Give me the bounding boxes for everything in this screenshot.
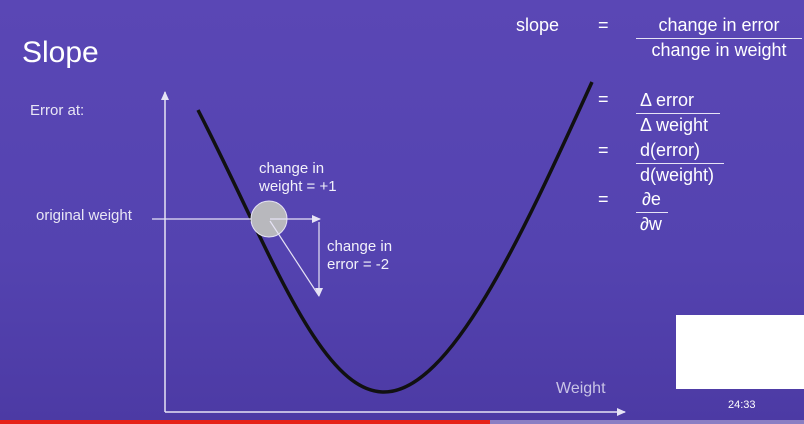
equals-sign: = [598,15,609,35]
numerator-d-error: d(error) [640,140,701,160]
fraction-bar [636,38,802,39]
denominator-d-weight: d(weight) [640,165,715,185]
annotation-line: change in [327,238,393,255]
preview-timestamp: 24:33 [728,399,756,411]
x-axis-label: Weight [556,380,606,397]
numerator-change-in-error: change in error [658,15,780,35]
annotation-line: change in [259,160,325,177]
annotation-line: error = -2 [327,256,390,273]
equals-sign: = [598,140,609,160]
fraction-bar [636,212,668,213]
video-progress-played [0,420,491,424]
numerator-partial-e: ∂e [642,189,661,209]
equals-sign: = [598,89,609,109]
fraction-bar [636,163,724,164]
denominator-delta-weight: Δ weight [640,115,709,135]
slope-label: slope [516,15,560,35]
denominator-partial-w: ∂w [640,214,662,234]
denominator-change-in-weight: change in weight [651,40,787,60]
slope-hypotenuse [269,220,320,297]
equals-sign: = [598,189,609,209]
video-preview-thumbnail[interactable] [676,315,804,389]
error-curve [196,81,594,394]
y-axis-label: Error at: [30,102,85,119]
change-in-error-annotation: change in error = -2 [327,238,392,274]
numerator-delta-error: Δ error [640,90,695,110]
annotation-line: weight = +1 [259,178,337,195]
original-weight-label: original weight [36,207,132,224]
video-progress-bar[interactable] [0,420,804,424]
change-in-weight-annotation: change in weight = +1 [259,160,337,196]
fraction-bar [636,113,720,114]
slide-title: Slope [22,36,99,69]
